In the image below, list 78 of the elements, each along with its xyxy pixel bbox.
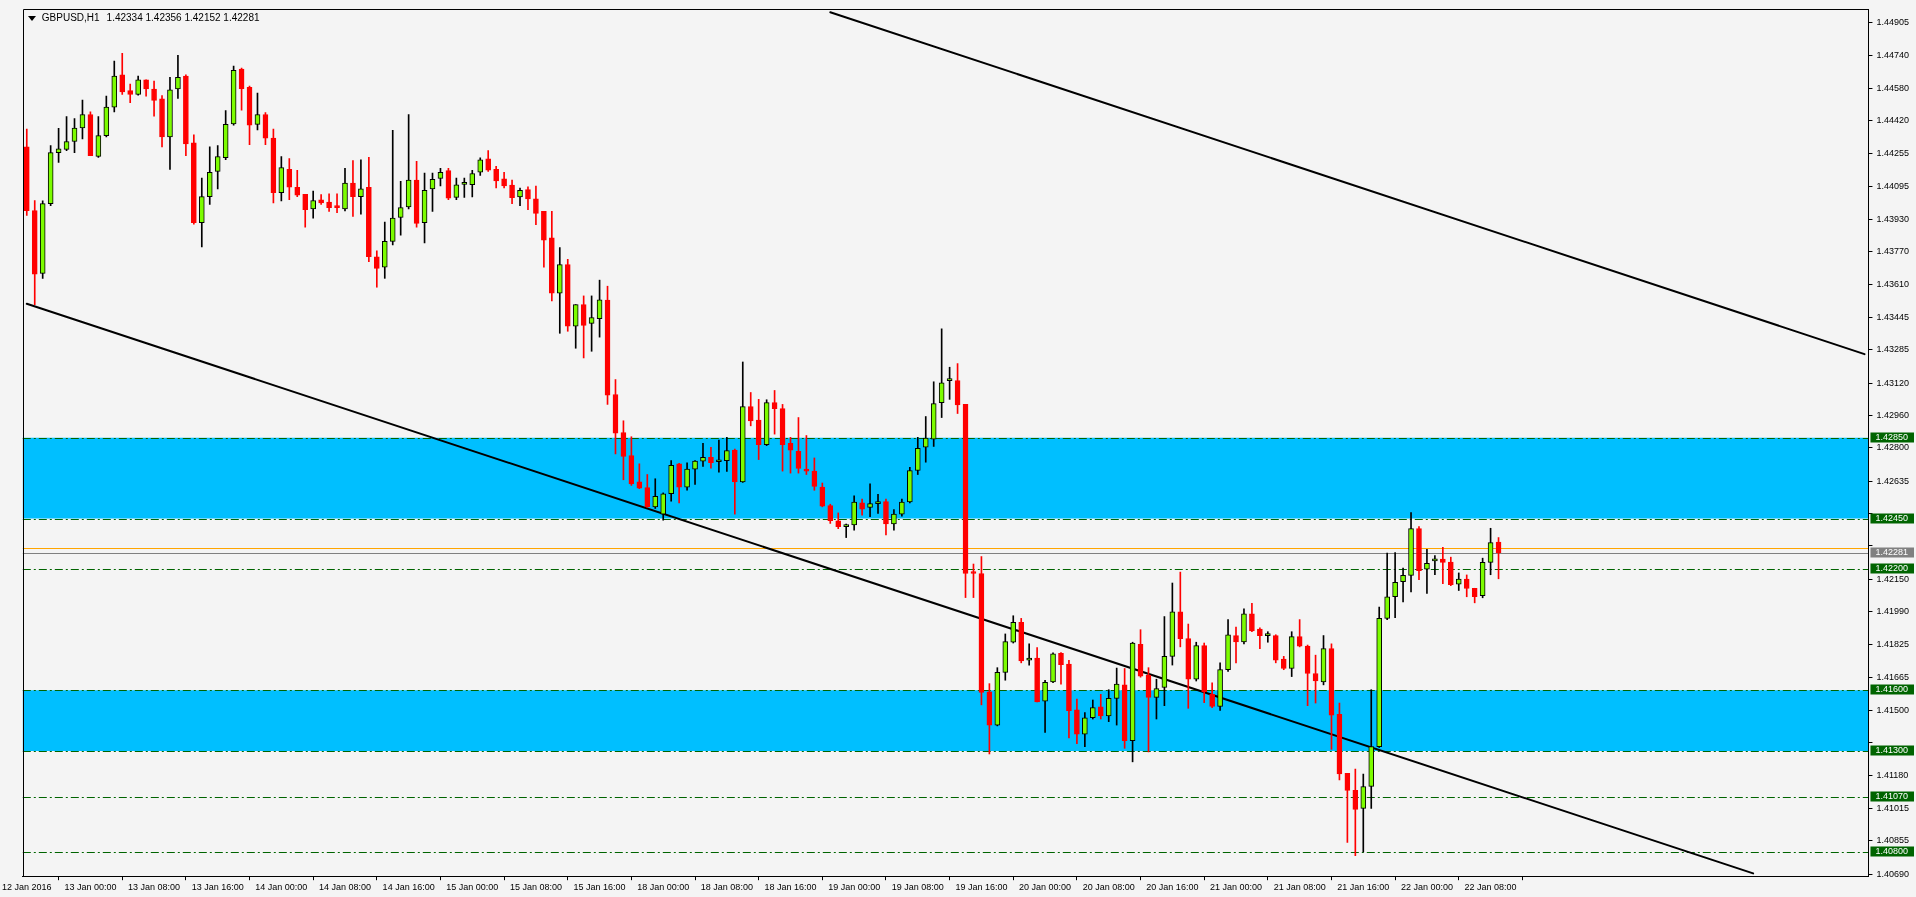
candlestick — [1424, 548, 1430, 594]
x-tick-label: 18 Jan 00:00 — [637, 882, 690, 893]
x-tick-label: 14 Jan 08:00 — [318, 882, 372, 893]
x-tick-label: 22 Jan 08:00 — [1464, 882, 1517, 893]
x-tick-label: 22 Jan 00:00 — [1400, 882, 1453, 893]
ref-line-label: 1.42281 — [1875, 546, 1909, 557]
chart-subtitle: 1.42334 1.42356 1.42152 1.42281 — [106, 12, 260, 25]
y-tick-label: 1.43610 — [1876, 278, 1910, 289]
ref-line-label: 1.42850 — [1875, 431, 1909, 442]
ref-line-label: 1.41070 — [1875, 790, 1909, 801]
ref-line-label: 1.41300 — [1875, 744, 1909, 755]
x-tick-label: 18 Jan 16:00 — [764, 882, 817, 893]
y-tick-label: 1.43770 — [1876, 246, 1910, 257]
y-tick-label: 1.42635 — [1876, 475, 1910, 486]
candlestick — [1265, 631, 1271, 643]
x-tick-label: 15 Jan 00:00 — [446, 882, 499, 893]
candlestick — [334, 193, 340, 213]
y-tick-label: 1.43285 — [1876, 344, 1910, 355]
y-tick-label: 1.40855 — [1876, 835, 1910, 846]
x-tick-label: 21 Jan 08:00 — [1273, 882, 1326, 893]
y-tick-label: 1.42960 — [1876, 410, 1910, 421]
y-tick-label: 1.41180 — [1876, 769, 1909, 780]
y-tick-label: 1.42150 — [1876, 573, 1910, 584]
y-tick-label: 1.41665 — [1876, 671, 1910, 682]
candlestick — [922, 416, 929, 463]
x-tick-label: 19 Jan 08:00 — [891, 882, 944, 893]
candlestick — [350, 160, 356, 217]
candlestick — [1392, 552, 1398, 618]
x-tick-label: 12 Jan 2016 — [2, 882, 52, 893]
x-tick-label: 15 Jan 16:00 — [573, 882, 626, 893]
candlestick — [1432, 555, 1438, 576]
x-tick-label: 15 Jan 08:00 — [509, 882, 562, 893]
candlestick — [358, 159, 364, 215]
ref-line-label: 1.42450 — [1875, 512, 1909, 523]
candlestick — [1233, 626, 1239, 664]
y-tick-label: 1.44740 — [1876, 50, 1910, 61]
x-tick-label: 13 Jan 16:00 — [191, 882, 244, 893]
y-tick-label: 1.44905 — [1876, 17, 1910, 28]
y-tick-label: 1.41990 — [1876, 606, 1910, 616]
candlestick — [700, 443, 706, 467]
y-tick-label: 1.41500 — [1876, 705, 1910, 715]
x-tick-label: 19 Jan 00:00 — [828, 882, 881, 893]
ref-line-label: 1.41600 — [1875, 683, 1909, 694]
ref-line-label: 1.40800 — [1875, 845, 1909, 856]
chart-title: GBPUSD,H1 — [41, 12, 100, 25]
x-tick-label: 13 Jan 08:00 — [128, 882, 181, 893]
y-tick-label: 1.43120 — [1876, 377, 1910, 388]
candlestick — [1440, 546, 1446, 584]
y-tick-label: 1.41015 — [1876, 803, 1910, 813]
candlestick — [1400, 567, 1406, 603]
x-tick-label: 13 Jan 00:00 — [64, 882, 117, 893]
x-tick-label: 20 Jan 00:00 — [1019, 882, 1072, 893]
candlestick — [397, 181, 404, 236]
ref-line-label: 1.42200 — [1875, 562, 1909, 573]
candlestick — [1026, 643, 1032, 666]
x-tick-label: 14 Jan 00:00 — [255, 882, 308, 893]
y-tick-label: 1.42800 — [1876, 442, 1910, 453]
x-tick-label: 21 Jan 16:00 — [1337, 882, 1390, 893]
y-tick-label: 1.41825 — [1876, 639, 1910, 650]
y-tick-label: 1.43930 — [1876, 214, 1910, 225]
y-tick-label: 1.44095 — [1876, 180, 1910, 191]
candlestick — [843, 523, 850, 538]
candlestick — [461, 177, 468, 198]
x-tick-label: 20 Jan 08:00 — [1082, 882, 1135, 893]
candlestick — [389, 129, 396, 246]
candlestick — [716, 439, 722, 473]
y-tick-label: 1.40690 — [1876, 868, 1910, 879]
x-tick-label: 18 Jan 08:00 — [700, 882, 753, 893]
candlestick — [875, 493, 881, 514]
x-tick-label: 19 Jan 16:00 — [955, 882, 1008, 893]
x-tick-label: 20 Jan 16:00 — [1146, 882, 1199, 893]
x-tick-label: 21 Jan 00:00 — [1209, 882, 1263, 893]
y-tick-label: 1.43445 — [1876, 312, 1910, 323]
y-tick-label: 1.44580 — [1876, 82, 1910, 93]
x-tick-label: 14 Jan 16:00 — [382, 882, 435, 893]
y-tick-label: 1.44420 — [1876, 115, 1910, 126]
y-tick-label: 1.44255 — [1876, 148, 1910, 159]
candlestick — [867, 483, 873, 518]
